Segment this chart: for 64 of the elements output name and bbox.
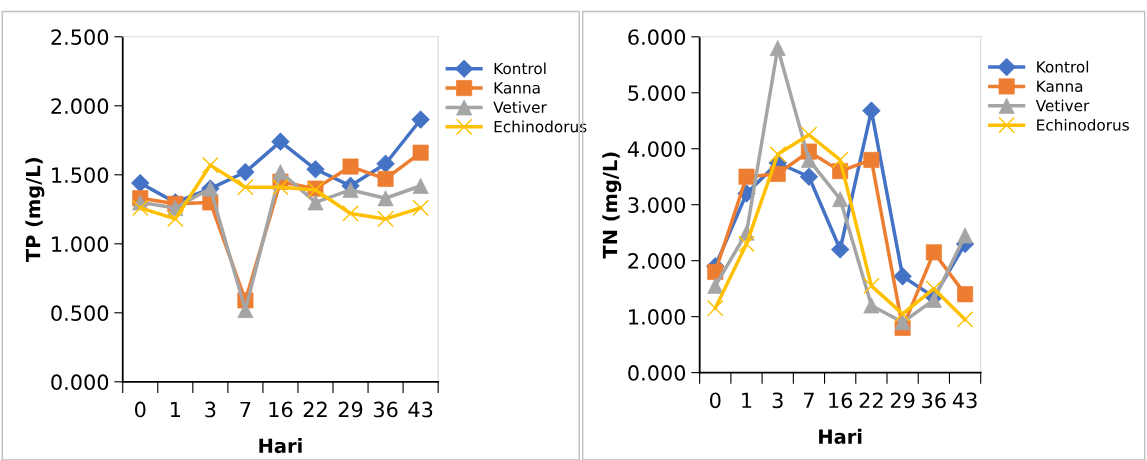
y-tick-label: 2.500 — [51, 29, 109, 46]
point — [237, 178, 254, 196]
y-tick-label: 0.500 — [51, 305, 109, 322]
point — [376, 154, 395, 173]
point — [863, 151, 880, 168]
x-tick-label: 0 — [710, 392, 721, 409]
point — [956, 311, 974, 328]
point — [863, 277, 880, 295]
y-axis-title: TP (mg/L) — [25, 158, 45, 263]
y-tick-label: 5.000 — [628, 85, 686, 101]
y-tick-label: 4.000 — [627, 141, 686, 157]
point — [769, 145, 787, 163]
y-tick-label: 1.000 — [52, 236, 109, 253]
legend-label: Kontrol — [494, 62, 546, 75]
x-tick-label: 1 — [742, 392, 752, 408]
x-tick-label: 3 — [772, 392, 783, 409]
y-tick-label: 2.000 — [628, 253, 686, 269]
legend-label: Kanna — [494, 82, 540, 94]
x-tick-label: 3 — [205, 401, 216, 418]
point — [831, 151, 849, 169]
point — [272, 178, 289, 196]
point — [342, 181, 359, 198]
point — [706, 299, 724, 317]
legend-label: Vetiver — [493, 101, 547, 114]
y-tick-label: 1.500 — [52, 167, 109, 184]
point — [166, 210, 184, 228]
y-tick-label: 0.000 — [51, 374, 109, 391]
x-axis-title: Hari — [819, 428, 862, 444]
legend-label: Kontrol — [1037, 60, 1089, 73]
y-tick-label: 2.000 — [51, 98, 109, 115]
x-axis-title: Hari — [259, 438, 302, 454]
legend-label: Echinodorus — [1037, 118, 1129, 131]
y-tick-label: 6.000 — [628, 29, 686, 46]
legend-label: Echinodorus — [494, 120, 587, 133]
x-tick-label: 7 — [804, 392, 814, 408]
point — [306, 160, 325, 179]
y-axis-title: TN (mg/L) — [602, 152, 622, 259]
point — [412, 199, 429, 217]
point — [131, 199, 149, 217]
x-tick-label: 22 — [303, 401, 327, 418]
x-tick-label: 22 — [859, 392, 883, 408]
x-tick-label: 16 — [829, 392, 853, 409]
x-tick-label: 0 — [135, 401, 146, 418]
point — [800, 126, 818, 144]
x-tick-label: 16 — [269, 401, 293, 418]
legend-label: Kanna — [1037, 80, 1083, 92]
y-tick-label: 0.000 — [628, 365, 686, 381]
y-tick-label: 3.000 — [628, 197, 686, 213]
point — [202, 156, 219, 174]
point — [377, 210, 394, 228]
x-tick-label: 36 — [922, 392, 946, 409]
point — [342, 205, 359, 222]
point — [377, 170, 394, 187]
x-tick-label: 1 — [170, 401, 180, 418]
point — [738, 235, 755, 253]
x-tick-label: 36 — [373, 401, 398, 418]
x-tick-label: 7 — [240, 401, 251, 418]
x-tick-label: 29 — [890, 392, 915, 409]
x-tick-label: 43 — [408, 401, 433, 418]
point — [832, 191, 849, 208]
x-tick-label: 29 — [338, 401, 363, 418]
legend-label: Vetiver — [1035, 99, 1090, 112]
y-tick-label: 1.000 — [629, 309, 686, 325]
x-tick-label: 43 — [952, 392, 977, 409]
